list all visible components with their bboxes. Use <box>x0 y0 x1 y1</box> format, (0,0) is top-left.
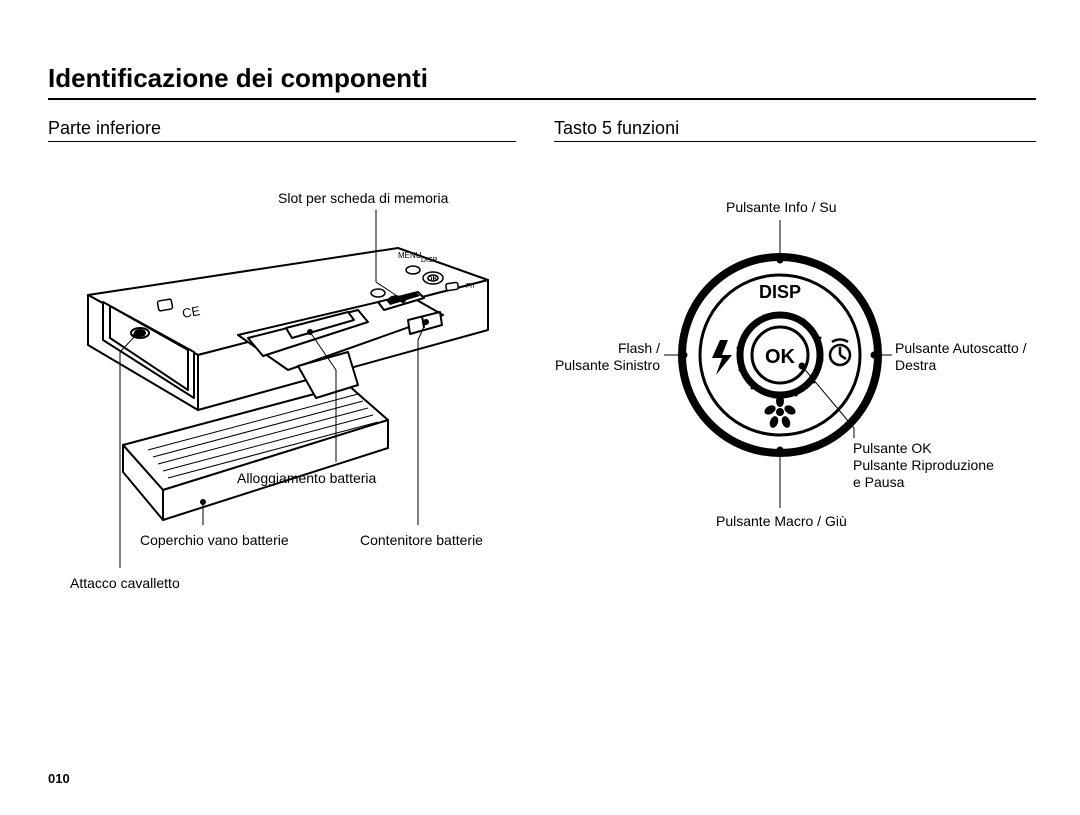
label-battery-cover: Coperchio vano batterie <box>140 532 289 549</box>
label-battery-housing: Alloggiamento batteria <box>237 470 376 487</box>
disp-text: DISP <box>759 282 801 302</box>
label-timer-line1: Pulsante Autoscatto / <box>895 340 1027 356</box>
manual-page: Identificazione dei componenti Parte inf… <box>0 0 1080 815</box>
label-flash-line1: Flash / <box>618 340 660 356</box>
svg-text:CE: CE <box>181 303 202 321</box>
label-flash-left: Flash / Pulsante Sinistro <box>554 340 660 374</box>
svg-text:DISP: DISP <box>421 257 438 264</box>
label-ok-line1: Pulsante OK <box>853 440 932 456</box>
svg-text:OK: OK <box>427 276 438 283</box>
label-memory-slot: Slot per scheda di memoria <box>278 190 448 207</box>
label-battery-container: Contenitore batterie <box>360 532 483 549</box>
label-info-up: Pulsante Info / Su <box>726 199 837 216</box>
subheading-bottom-view: Parte inferiore <box>48 118 516 142</box>
label-ok-button: Pulsante OK Pulsante Riproduzione e Paus… <box>853 440 994 491</box>
label-timer-line2: Destra <box>895 357 936 373</box>
five-function-key-diagram: OK DISP <box>552 160 1042 620</box>
label-flash-line2: Pulsante Sinistro <box>555 357 660 373</box>
label-ok-line2: Pulsante Riproduzione <box>853 457 994 473</box>
svg-text:Fn: Fn <box>466 283 474 290</box>
label-ok-line3: e Pausa <box>853 474 904 490</box>
label-macro-down: Pulsante Macro / Giù <box>716 513 847 530</box>
subheading-5-function-key: Tasto 5 funzioni <box>554 118 1036 142</box>
camera-bottom-diagram: CE MENU DISP OK Fn <box>48 160 528 620</box>
label-tripod-socket: Attacco cavalletto <box>70 575 180 592</box>
svg-text:MENU: MENU <box>398 251 422 260</box>
label-selftimer-right: Pulsante Autoscatto / Destra <box>895 340 1027 374</box>
ok-text: OK <box>765 346 796 368</box>
page-number: 010 <box>48 771 70 786</box>
page-title: Identificazione dei componenti <box>48 63 1036 100</box>
